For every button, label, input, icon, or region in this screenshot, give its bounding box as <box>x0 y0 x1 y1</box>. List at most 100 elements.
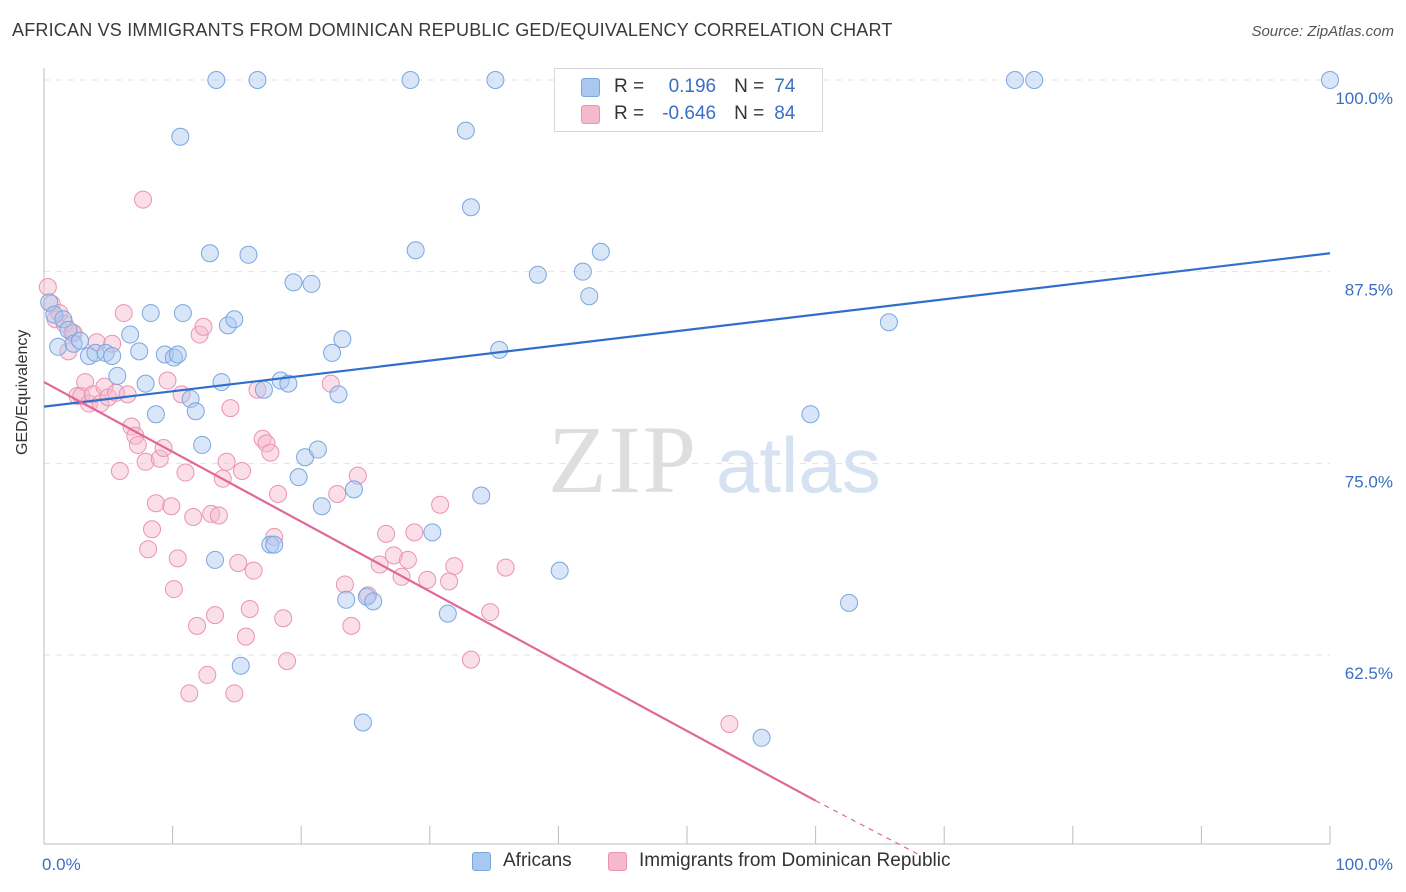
dominican-point <box>261 443 280 462</box>
africans-point <box>323 343 342 362</box>
dominican-point <box>461 650 480 669</box>
dominican-point <box>198 665 217 684</box>
dominican-point <box>240 600 259 618</box>
africans-point <box>308 440 327 459</box>
africans-point <box>344 480 363 499</box>
y-axis-title: GED/Equivalency <box>14 329 31 455</box>
watermark: ZIP atlas <box>548 406 881 513</box>
r-label: R = <box>614 76 645 97</box>
africans-point <box>254 380 273 399</box>
africans-trend-line <box>43 252 1331 408</box>
africans-point <box>207 71 226 89</box>
africans-point <box>200 244 219 263</box>
dominican-point <box>445 557 464 576</box>
africans-point <box>591 242 610 261</box>
axes <box>43 68 1331 845</box>
africans-point <box>173 304 192 323</box>
dominican-point <box>202 504 221 523</box>
africans-point <box>423 523 442 542</box>
n-value-dominican: 84 <box>774 103 796 124</box>
dominican-point <box>38 278 57 296</box>
africans-point <box>168 345 187 364</box>
africans-point <box>801 405 820 424</box>
africans-point <box>108 366 127 385</box>
r-label: R = <box>614 103 645 124</box>
africans-point <box>239 245 258 264</box>
legend-item-africans[interactable]: Africans <box>472 850 572 872</box>
africans-point <box>490 340 509 359</box>
dominican-point <box>244 561 263 580</box>
trend-lines <box>43 252 1331 855</box>
dominican-point <box>139 540 158 559</box>
africans-point <box>248 71 267 89</box>
africans-point <box>333 330 352 349</box>
africans-point <box>401 71 420 89</box>
africans-legend-swatch <box>472 851 491 871</box>
africans-point <box>1321 71 1339 89</box>
africans-point <box>840 593 859 612</box>
dominican-point <box>269 485 288 503</box>
r-value-dominican: -0.646 <box>662 103 717 124</box>
africans-point <box>550 561 569 580</box>
africans-point <box>206 550 225 569</box>
dominican-point <box>180 684 199 703</box>
africans-point <box>121 325 140 344</box>
africans-point <box>186 402 205 421</box>
africans-point <box>1005 71 1024 89</box>
y-tick-label: 62.5% <box>1345 664 1393 683</box>
africans-point <box>406 241 425 260</box>
dominican-point <box>158 371 177 390</box>
x-tick-label-right: 100.0% <box>1335 855 1393 874</box>
dominican-point <box>236 627 255 646</box>
x-tick-labels: 0.0% 100.0% <box>42 855 1393 874</box>
africans-point <box>573 262 592 281</box>
africans-point <box>1025 71 1044 89</box>
dominican-point <box>184 508 203 526</box>
dominican-point <box>418 570 437 589</box>
dominican-point <box>168 549 187 568</box>
africans-point <box>284 273 303 292</box>
dominican-point <box>481 603 500 622</box>
dominican-point <box>188 616 207 635</box>
chart-legend: Africans Immigrants from Dominican Repub… <box>0 850 1406 880</box>
africans-point <box>329 385 348 404</box>
dominican-trend-extension <box>815 800 919 855</box>
africans-point <box>54 310 73 329</box>
dominican-point <box>143 520 162 539</box>
dominican-point <box>162 497 181 516</box>
dominican-point <box>128 435 147 454</box>
africans-point <box>353 713 372 732</box>
africans-swatch <box>581 77 600 97</box>
dominican-swatch <box>581 104 600 124</box>
africans-point <box>130 342 149 361</box>
legend-label-dominican: Immigrants from Dominican Republic <box>639 850 951 871</box>
dominican-legend-swatch <box>608 851 627 871</box>
dominican-point <box>440 572 459 591</box>
dominican-point <box>278 652 297 671</box>
africans-point <box>212 373 231 392</box>
dominican-point <box>257 434 276 453</box>
africans-point <box>146 405 165 424</box>
r-value-africans: 0.196 <box>668 76 717 97</box>
dominican-point <box>150 449 169 468</box>
dominican-point <box>405 523 424 542</box>
stats-row-dominican: R = -0.646 N = 84 <box>581 100 795 128</box>
dominican-point <box>335 575 354 594</box>
dominican-point <box>194 317 213 336</box>
africans-point <box>265 535 284 554</box>
dominican-point <box>206 606 225 625</box>
legend-item-dominican[interactable]: Immigrants from Dominican Republic <box>608 850 951 872</box>
africans-point <box>364 592 383 611</box>
dominican-point <box>134 190 153 209</box>
africans-point <box>71 331 90 350</box>
africans-point <box>302 274 321 293</box>
dominican-point <box>377 524 396 543</box>
y-tick-labels: 62.5% 75.0% 87.5% 100.0% <box>1335 89 1393 683</box>
africans-point <box>528 265 547 284</box>
dominican-point <box>225 684 244 703</box>
y-tick-label: 75.0% <box>1345 472 1393 491</box>
africans-point <box>486 71 505 89</box>
dominican-point <box>114 304 133 323</box>
chart-title: AFRICAN VS IMMIGRANTS FROM DOMINICAN REP… <box>12 20 893 40</box>
